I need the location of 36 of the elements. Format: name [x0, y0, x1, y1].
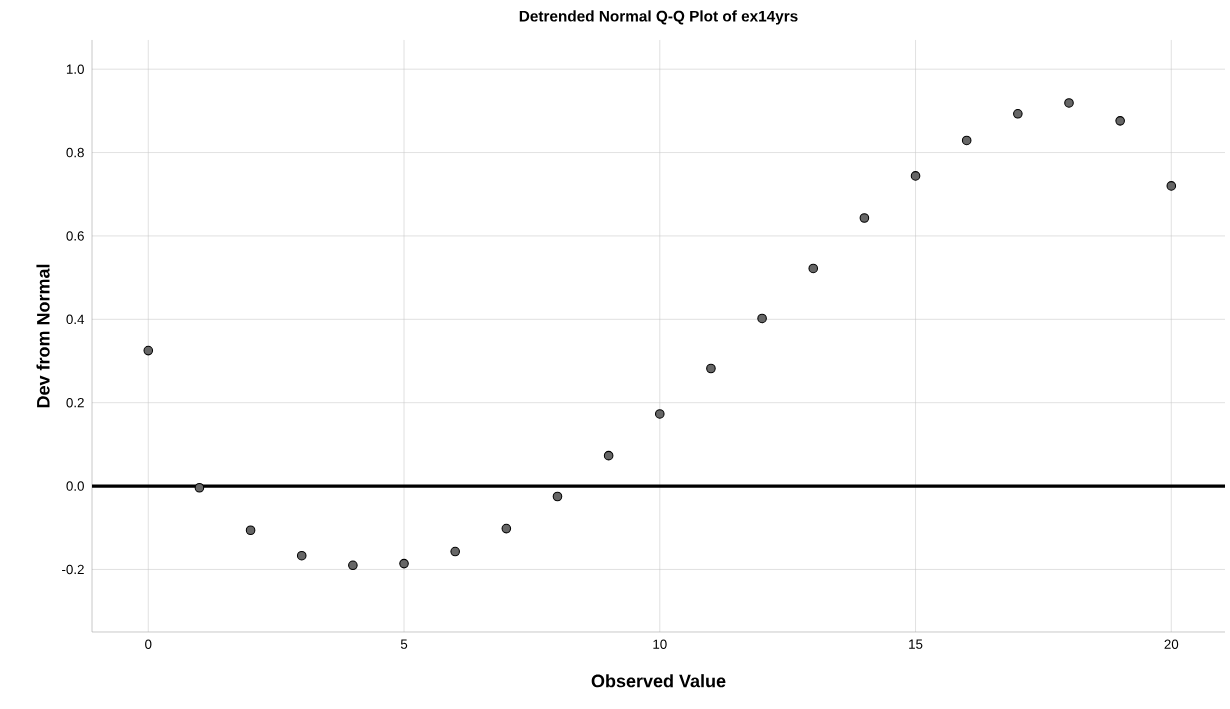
point: [501, 523, 512, 534]
y-axis-title: Dev from Normal: [36, 264, 50, 408]
point: [194, 482, 205, 493]
point: [1064, 98, 1074, 108]
x-tick-label: 0: [145, 639, 152, 649]
point: [910, 171, 921, 181]
point: [859, 213, 870, 223]
y-tick-label: -0.2: [62, 564, 84, 575]
x-tick-label: 15: [909, 639, 923, 649]
y-tick-label: 0.6: [66, 231, 84, 241]
point: [654, 409, 665, 419]
y-tick-label: 0.4: [66, 314, 85, 325]
point: [399, 558, 409, 569]
point: [143, 345, 154, 356]
point: [1166, 181, 1177, 191]
point: [296, 550, 307, 561]
y-tick-label: 0.8: [66, 147, 84, 158]
y-tick-label: 1.0: [66, 64, 84, 74]
point: [706, 363, 716, 374]
x-tick-label: 5: [400, 639, 408, 649]
point: [603, 450, 614, 461]
point: [450, 546, 460, 557]
point: [1013, 108, 1023, 119]
x-axis-title: Observed Value: [591, 674, 726, 688]
point: [552, 491, 563, 502]
point: [961, 135, 972, 146]
y-tick-label: 0.0: [66, 481, 84, 491]
point: [808, 263, 819, 274]
chart-title: Detrended Normal Q-Q Plot of ex14yrs: [519, 10, 798, 25]
x-tick-label: 20: [1164, 639, 1179, 649]
point: [757, 313, 767, 324]
y-tick-label: 0.2: [66, 397, 84, 408]
point: [348, 560, 358, 571]
point: [245, 525, 256, 536]
x-tick-label: 10: [653, 639, 667, 649]
point: [1115, 116, 1125, 126]
